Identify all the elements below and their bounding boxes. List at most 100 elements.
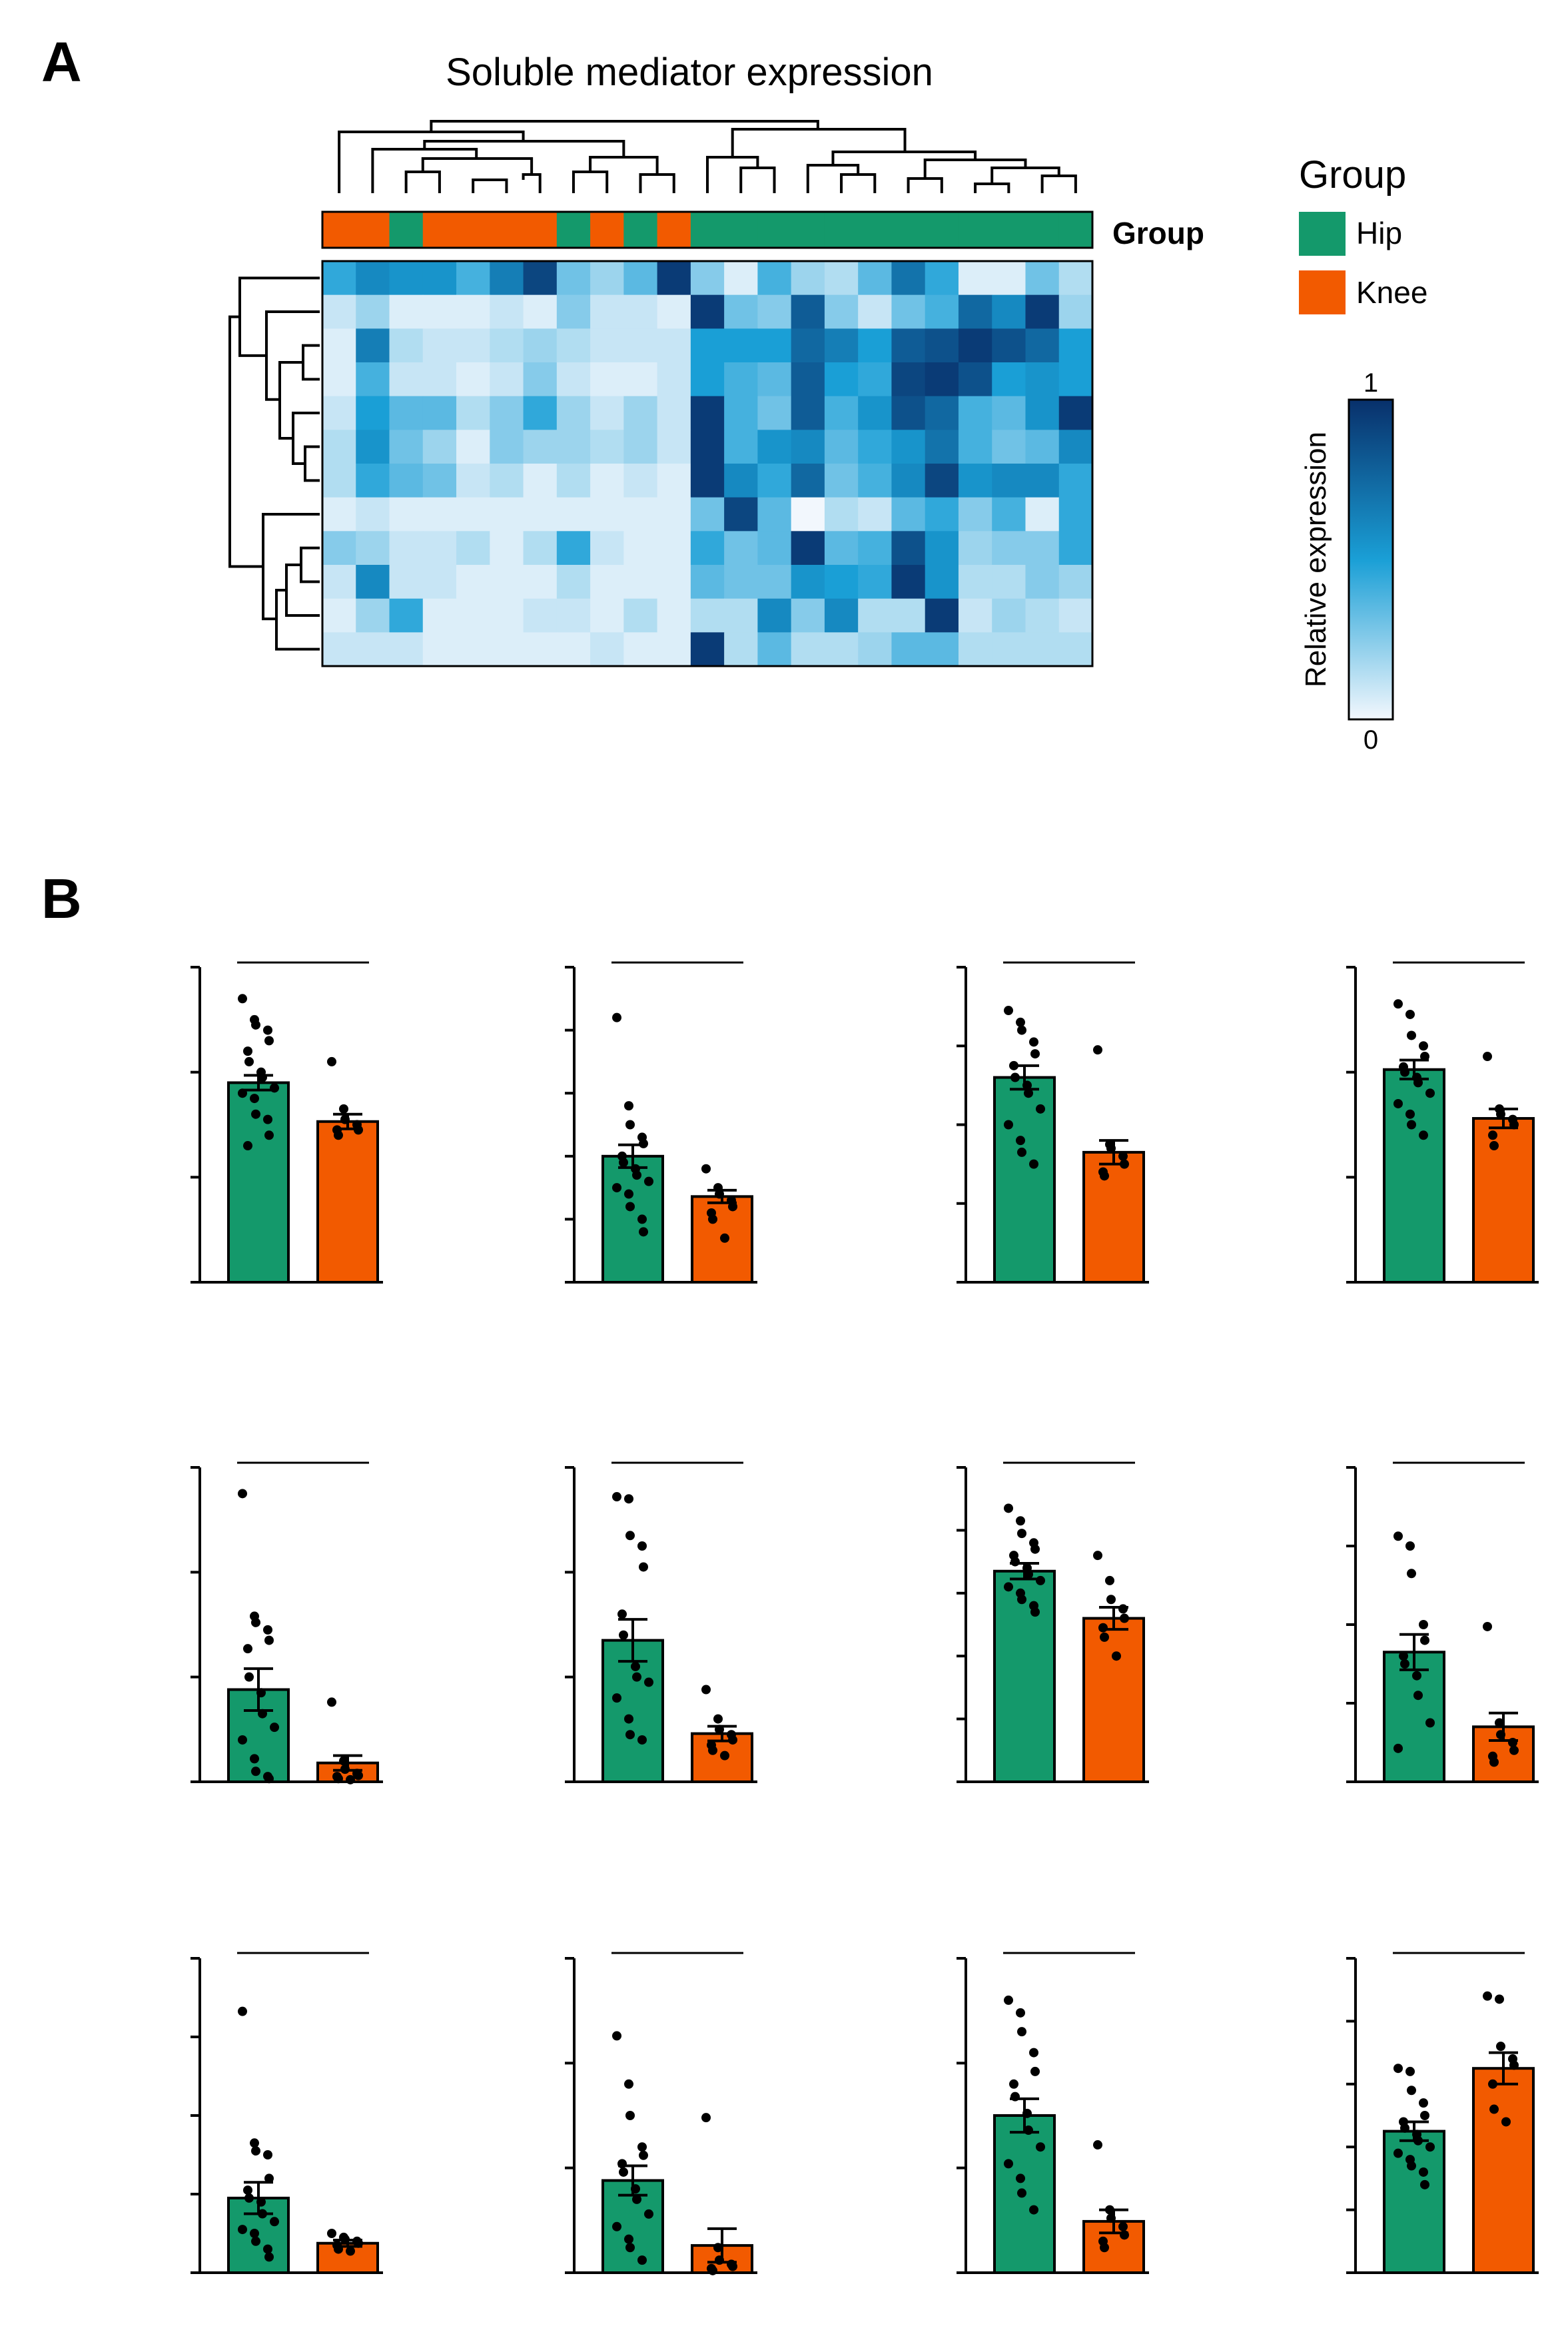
heatmap-cell [757, 565, 792, 599]
data-point [1496, 1109, 1505, 1119]
heatmap-cell [757, 430, 792, 464]
heatmap-cell [556, 294, 591, 329]
heatmap-cell [791, 632, 825, 667]
data-point [1036, 2142, 1045, 2152]
heatmap-cell [523, 328, 558, 363]
data-point [728, 1735, 737, 1745]
group-cell [389, 212, 424, 248]
data-point [617, 1609, 627, 1619]
data-point [251, 1020, 260, 1030]
heatmap-cell [925, 598, 959, 633]
data-point [1495, 1994, 1504, 2004]
group-cell [623, 212, 658, 248]
heatmap-cell [824, 632, 859, 667]
group-cell [858, 212, 892, 248]
data-point [258, 1709, 267, 1719]
data-point [1024, 2126, 1033, 2135]
heatmap-cell [389, 632, 424, 667]
data-point [1425, 1718, 1435, 1728]
data-point [250, 2138, 259, 2148]
bar-hip [1383, 1068, 1445, 1284]
data-point [644, 1677, 653, 1687]
data-point [1425, 2142, 1435, 2152]
bar-knee [1472, 2067, 1535, 2274]
heatmap-cell [1025, 261, 1060, 296]
group-cell [422, 212, 457, 248]
heatmap-cell [1025, 328, 1060, 363]
bar-knee [1472, 1117, 1535, 1284]
group-cell [590, 212, 624, 248]
group-cell [724, 212, 758, 248]
heatmap-cell [858, 632, 892, 667]
heatmap-cell [556, 464, 591, 498]
data-point [339, 1104, 348, 1114]
data-point [1413, 1078, 1423, 1088]
data-point [1425, 1088, 1435, 1098]
data-point [1010, 1072, 1020, 1082]
data-point [1501, 2117, 1511, 2127]
data-point [251, 1109, 260, 1119]
data-point [243, 1046, 252, 1056]
data-point [1106, 1143, 1116, 1153]
heatmap-cell [824, 396, 859, 430]
data-point [1407, 1569, 1416, 1579]
heatmap-cell [422, 396, 457, 430]
data-point [1016, 1017, 1025, 1027]
bar-hip [1383, 2130, 1445, 2275]
group-cell [657, 212, 691, 248]
bar-chart-0 [191, 961, 383, 1284]
data-point [624, 2234, 633, 2244]
colorbar-label: Relative expression [1300, 432, 1332, 687]
data-point [256, 1688, 266, 1698]
data-point [1420, 1635, 1429, 1645]
heatmap-cell [925, 531, 959, 566]
heatmap-cell [623, 261, 658, 296]
data-point [1017, 1595, 1026, 1605]
group-cell [824, 212, 859, 248]
heatmap-cell [724, 430, 758, 464]
data-point [1093, 1045, 1102, 1055]
heatmap-cell [1058, 362, 1093, 397]
heatmap-cell [925, 294, 959, 329]
bar-chart-8 [191, 1952, 383, 2274]
data-point [264, 1036, 274, 1046]
bar-chart-1 [565, 961, 757, 1284]
heatmap-cell [657, 396, 691, 430]
heatmap-cell [858, 430, 892, 464]
heatmap-cell [1058, 598, 1093, 633]
heatmap-cell [523, 531, 558, 566]
legend-swatch-knee [1299, 270, 1346, 314]
heatmap-cell [657, 497, 691, 532]
data-point [1407, 2086, 1416, 2096]
data-point [625, 2243, 635, 2253]
heatmap-cell [1058, 396, 1093, 430]
heatmap-cell [690, 261, 725, 296]
heatmap-cell [389, 464, 424, 498]
data-point [263, 2150, 272, 2159]
heatmap-cell [1025, 598, 1060, 633]
heatmap-cell [422, 632, 457, 667]
group-cell [523, 212, 558, 248]
heatmap-cell [690, 565, 725, 599]
data-point [1496, 1730, 1505, 1740]
heatmap-cell [824, 565, 859, 599]
data-point [1488, 2079, 1497, 2089]
data-point [1098, 1623, 1108, 1633]
legend-label-hip: Hip [1356, 216, 1402, 250]
heatmap-cell [690, 464, 725, 498]
data-point [1489, 1757, 1499, 1767]
data-point [728, 1202, 737, 1212]
heatmap-cell [724, 396, 758, 430]
group-cell [356, 212, 390, 248]
heatmap-cell [1025, 430, 1060, 464]
data-point [1508, 1738, 1517, 1747]
data-point [625, 1730, 635, 1740]
data-point [256, 2197, 266, 2207]
heatmap-cell [724, 261, 758, 296]
data-point [1419, 1041, 1428, 1051]
data-point [637, 2142, 647, 2152]
heatmap-cell [389, 261, 424, 296]
data-point [238, 2006, 247, 2016]
panel-label-a: A [41, 31, 82, 93]
heatmap-cell [858, 362, 892, 397]
